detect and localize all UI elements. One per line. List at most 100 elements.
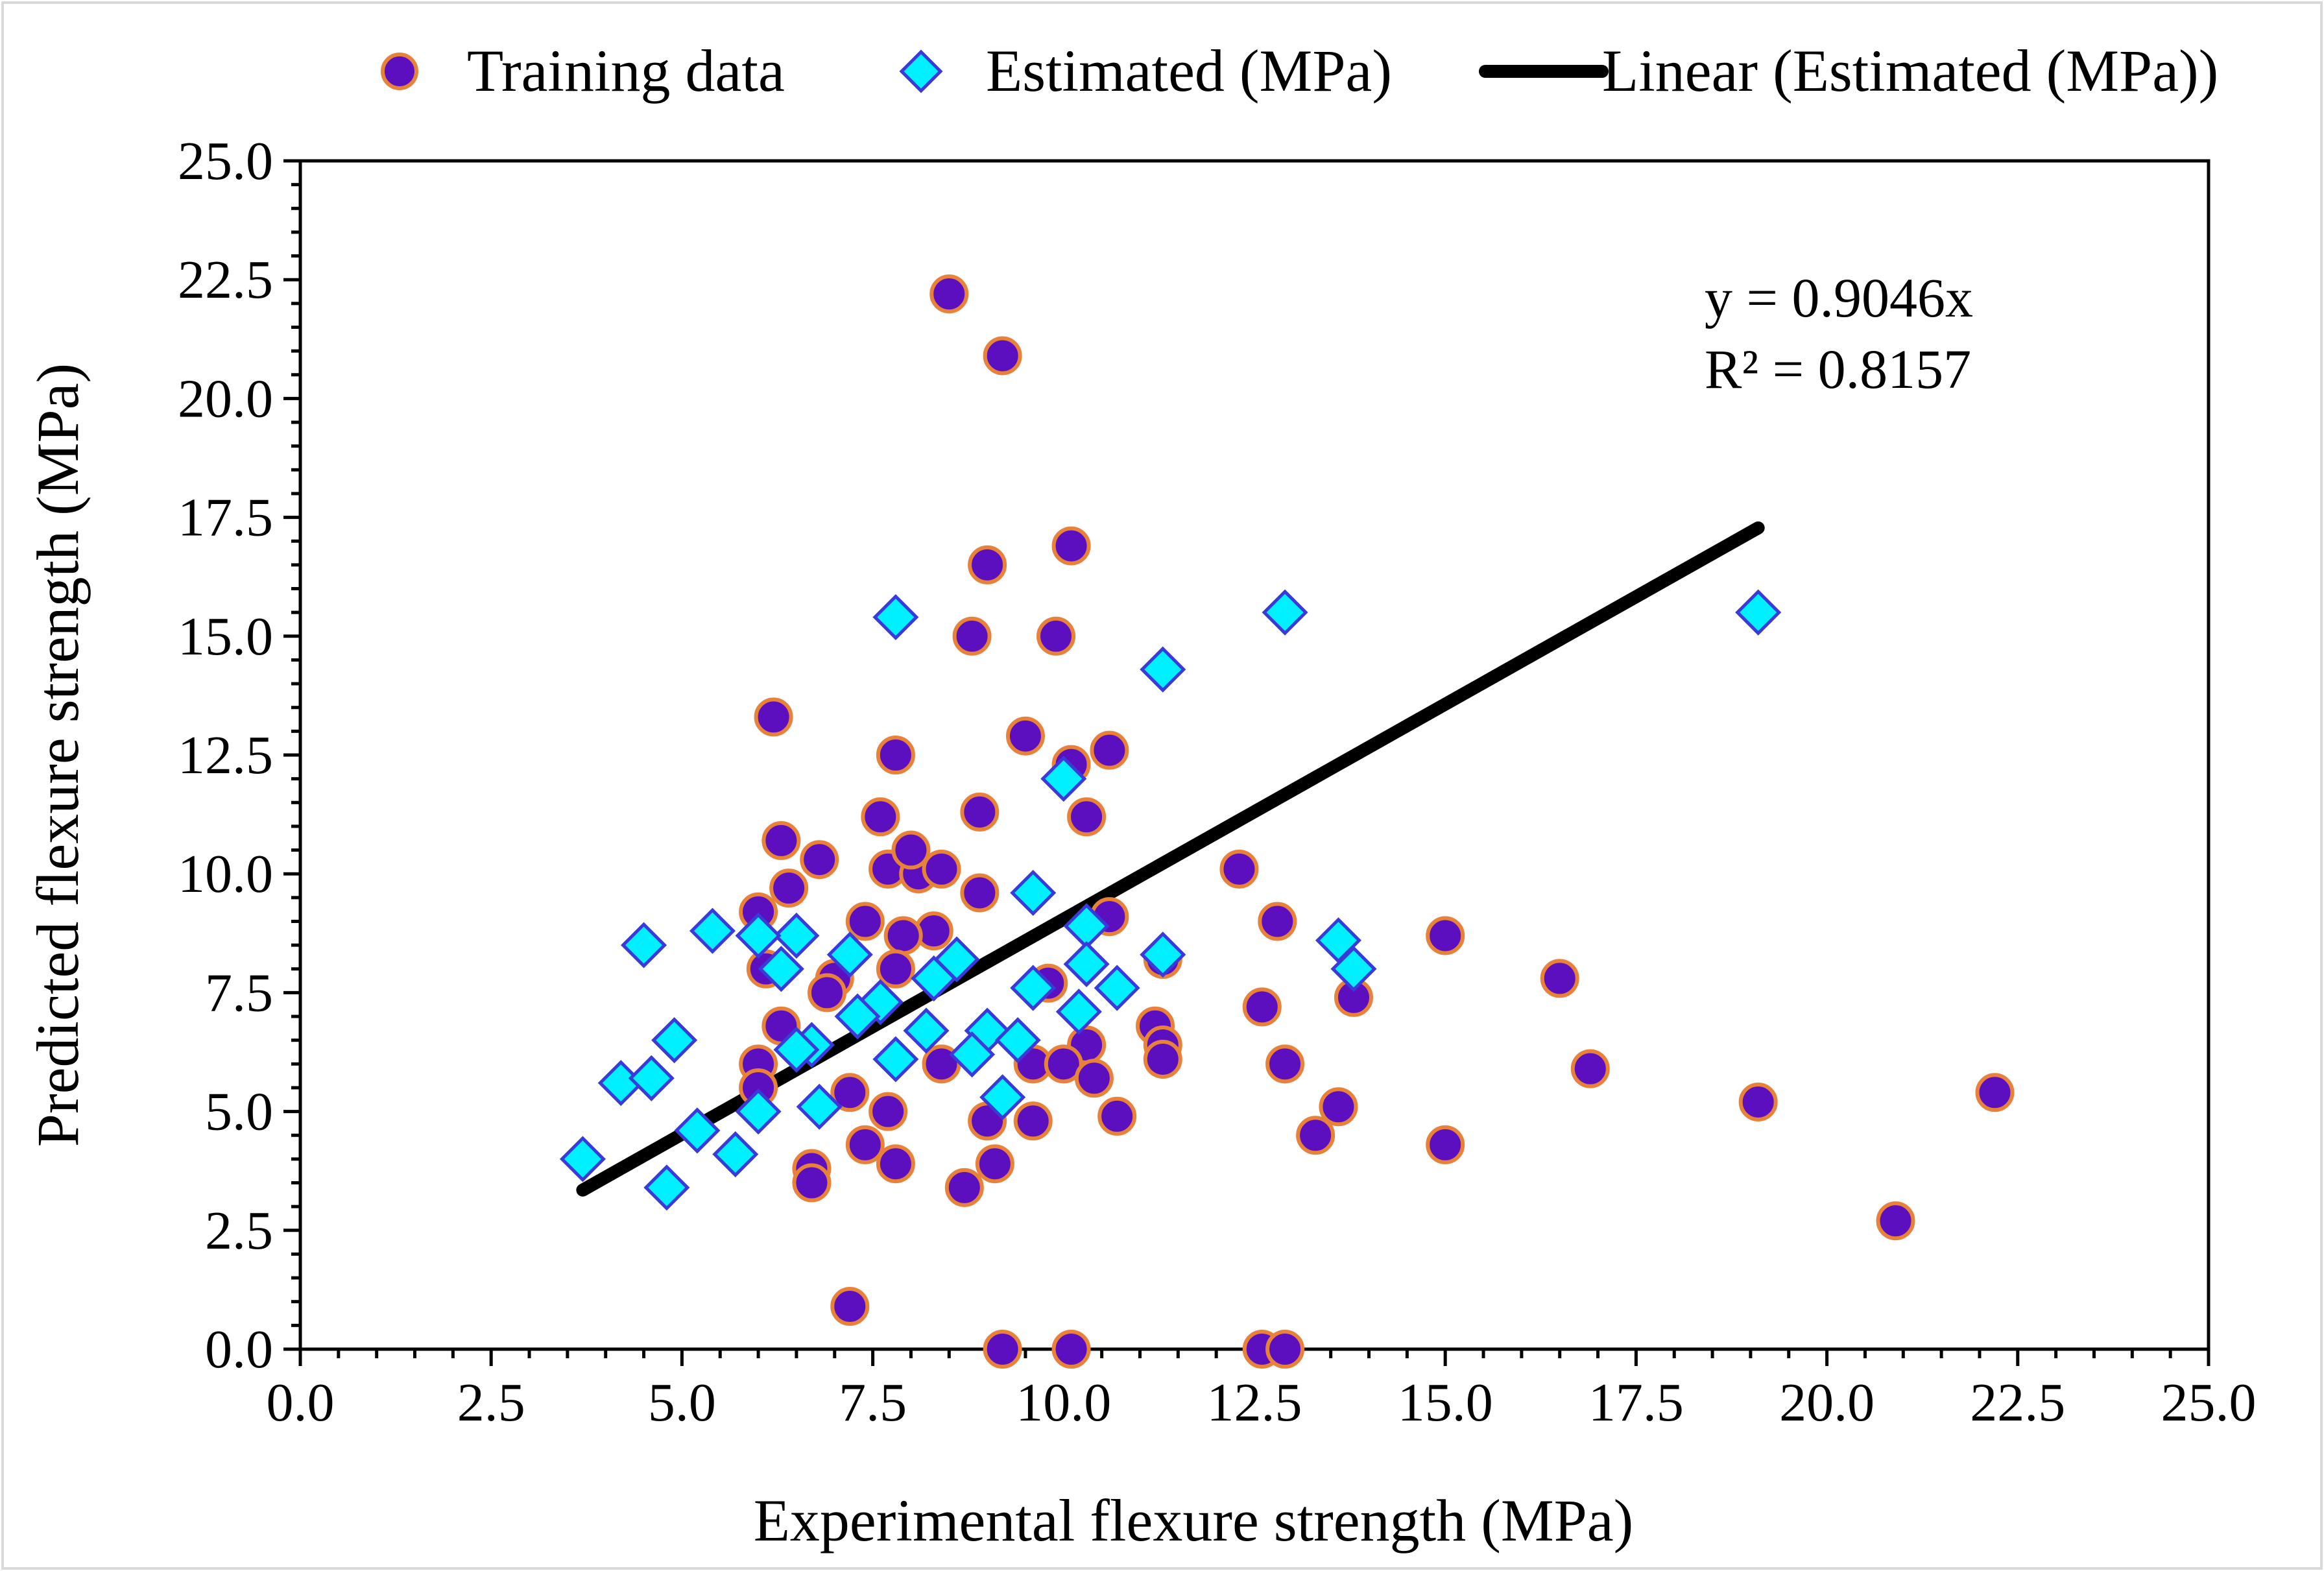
estimated-data-point	[1094, 965, 1140, 1011]
training-data-point	[792, 1163, 832, 1203]
estimated-data-point	[651, 1017, 698, 1064]
y-tick-label: 2.5	[205, 1201, 273, 1261]
training-data-point	[975, 1144, 1014, 1184]
training-data-point	[869, 1092, 908, 1131]
estimated-data-point	[1010, 965, 1057, 1011]
estimated-data-point	[1040, 756, 1087, 802]
training-data-point	[876, 949, 915, 989]
estimated-data-point	[559, 1136, 606, 1182]
estimated-data-point	[796, 1083, 843, 1130]
legend: Training data Estimated (MPa) Linear (Es…	[381, 38, 2218, 104]
training-data-point	[807, 973, 846, 1013]
training-data-point	[1258, 902, 1297, 941]
training-data-point	[952, 616, 992, 656]
training-data-point	[800, 840, 839, 880]
y-tick-label: 7.5	[205, 963, 273, 1023]
x-tick-label: 25.0	[2161, 1373, 2257, 1433]
y-tick-label: 0.0	[205, 1319, 273, 1380]
x-tick-label: 15.0	[1398, 1373, 1493, 1433]
legend-training-label: Training data	[467, 38, 785, 104]
training-data-point	[876, 1144, 915, 1184]
training-data-point	[761, 821, 801, 860]
x-tick-label: 17.5	[1588, 1373, 1684, 1433]
training-data-point	[960, 792, 1000, 832]
y-tick-label: 5.0	[205, 1082, 273, 1142]
estimated-data-point	[1055, 989, 1102, 1035]
estimated-data-point	[872, 1036, 919, 1083]
trendline-r-squared: R² = 0.8157	[1705, 338, 1971, 400]
estimated-data-point	[1010, 869, 1057, 917]
estimated-data-point	[621, 922, 667, 968]
estimated-data-point	[949, 1031, 996, 1078]
x-axis-title: Experimental flexure strength (MPa)	[754, 1487, 1634, 1553]
training-data-point	[845, 1125, 885, 1164]
training-data-point	[1090, 730, 1129, 770]
training-data-point	[1067, 797, 1107, 837]
y-tick-label: 10.0	[178, 844, 273, 904]
training-data-point	[922, 849, 961, 889]
x-tick-label: 12.5	[1207, 1373, 1302, 1433]
x-tick-label: 20.0	[1779, 1373, 1875, 1433]
estimated-data-point	[826, 931, 873, 978]
training-data-point	[983, 1330, 1022, 1369]
training-data-point	[1219, 849, 1259, 889]
estimated-data-point	[911, 955, 957, 1001]
training-data-point	[983, 336, 1022, 376]
estimated-data-point	[674, 1107, 721, 1154]
training-data-point	[769, 869, 809, 908]
estimated-data-point	[758, 946, 804, 992]
training-data-point	[929, 274, 969, 314]
x-tick-label: 7.5	[839, 1373, 907, 1433]
y-tick-label: 12.5	[178, 725, 273, 786]
training-data-point	[1876, 1201, 1915, 1241]
estimated-data-point	[1140, 646, 1186, 693]
training-data-point	[754, 697, 793, 737]
estimated-data-point	[735, 912, 782, 959]
training-data-point	[1319, 1087, 1358, 1127]
estimated-data-point	[903, 1007, 950, 1054]
estimated-data-point	[1140, 931, 1186, 978]
training-data-point	[1426, 1125, 1465, 1164]
training-data-point	[1036, 616, 1076, 656]
training-data-point	[861, 797, 900, 837]
training-data-point	[1296, 1116, 1336, 1155]
estimated-data-point	[1063, 941, 1110, 987]
trendline-equation: y = 0.9046x	[1705, 267, 1973, 329]
estimated-data-point	[735, 1088, 782, 1135]
estimated-data-point	[1330, 946, 1377, 992]
training-data-point	[1051, 1330, 1091, 1369]
x-tick-label: 22.5	[1970, 1373, 2065, 1433]
y-tick-label: 15.0	[178, 606, 273, 667]
y-tick-label: 25.0	[178, 131, 273, 191]
estimated-data-point	[643, 1164, 690, 1211]
training-data-point	[1051, 526, 1091, 566]
legend-training-marker	[381, 53, 418, 90]
training-data-point	[960, 873, 1000, 913]
training-data-point	[845, 902, 885, 941]
estimated-data-point	[773, 912, 820, 959]
training-data-point	[944, 1168, 984, 1207]
training-data-point	[1265, 1044, 1305, 1084]
training-data-point	[1738, 1082, 1778, 1121]
training-data-point	[1143, 1039, 1182, 1079]
legend-estimated-marker	[899, 49, 943, 93]
estimated-data-point	[689, 907, 736, 954]
training-data-point	[1265, 1330, 1305, 1369]
training-data-point	[1074, 1059, 1114, 1098]
x-tick-label: 0.0	[267, 1373, 335, 1433]
y-tick-label: 17.5	[178, 488, 273, 548]
training-data-point	[1097, 1096, 1137, 1136]
training-data-point	[1242, 987, 1282, 1027]
estimated-data-point	[834, 993, 881, 1040]
y-tick-label: 22.5	[178, 250, 273, 310]
trendline-layer	[576, 521, 1765, 1197]
training-data-point	[1975, 1073, 2015, 1112]
x-tick-label: 10.0	[1016, 1373, 1111, 1433]
training-data-point	[1005, 716, 1045, 756]
training-data-point	[1540, 959, 1579, 998]
x-tick-label: 2.5	[457, 1373, 525, 1433]
x-axis: 0.0 2.5 5.0 7.5 10.0 12.5 15.0 17.5 20.0 22.5 25.0	[267, 1349, 2257, 1433]
estimated-data-point	[712, 1131, 759, 1178]
training-data-point	[968, 545, 1007, 584]
